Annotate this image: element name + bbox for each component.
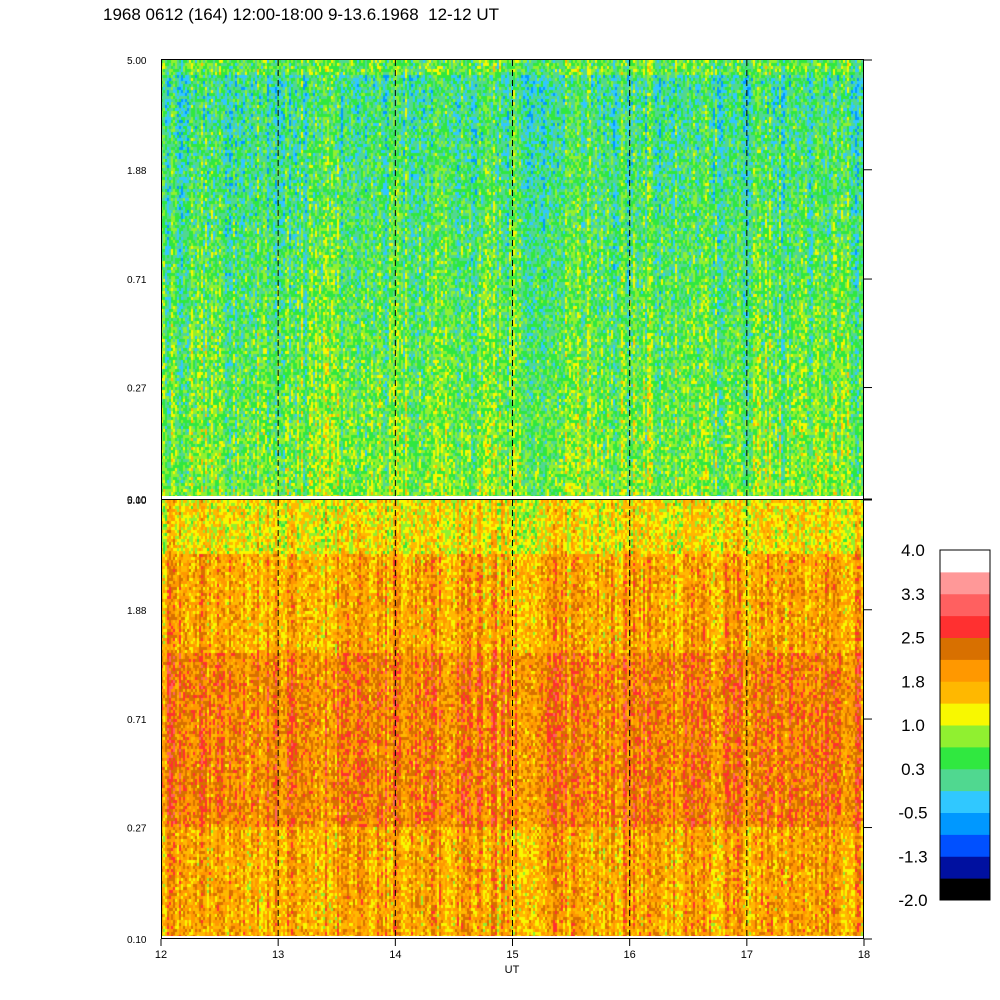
x-tick-label: 12 — [155, 949, 167, 961]
colorbar-label: -1.3 — [898, 847, 927, 866]
y-tick-label: 1.88 — [127, 166, 147, 177]
x-tick-label: 18 — [858, 949, 870, 961]
y-tick-label: 5.00 — [127, 496, 147, 507]
colorbar-segment — [940, 593, 990, 617]
colorbar-segment — [940, 659, 990, 682]
y-tick-label: 0.71 — [127, 275, 147, 286]
colorbar-label: 3.3 — [901, 585, 925, 604]
x-tick-label: 15 — [506, 949, 518, 961]
colorbar-segment — [940, 725, 990, 748]
colorbar-segment — [940, 768, 990, 792]
colorbar-segment — [940, 790, 990, 813]
colorbar-segment — [940, 637, 990, 660]
upper-spectrogram-image — [161, 60, 864, 496]
colorbar-label: 1.0 — [901, 716, 925, 735]
colorbar-segment — [940, 703, 990, 726]
colorbar-label: 1.8 — [901, 672, 925, 691]
colorbar-segment — [940, 812, 990, 835]
y-tick-label: 0.27 — [127, 384, 147, 395]
lower-spectrogram-image — [161, 500, 864, 936]
y-tick-label: 5.00 — [127, 56, 147, 67]
colorbar-label: -0.5 — [898, 804, 927, 823]
colorbar-frame — [939, 549, 991, 901]
x-tick-label: 17 — [741, 949, 753, 961]
colorbar: 4.0 3.3 2.5 1.8 1.0 0.3 -0.5 -1.3 -2.0 — [898, 541, 991, 910]
colorbar-label: 0.3 — [901, 760, 925, 779]
y-tick-label: 1.88 — [127, 606, 147, 617]
x-tick-label: 14 — [389, 949, 401, 961]
upper-spectrogram-panel — [161, 60, 864, 496]
y-tick-label: 0.10 — [127, 935, 147, 946]
lower-spectrogram-panel — [161, 500, 864, 936]
colorbar-segment — [940, 834, 990, 857]
colorbar-segment — [940, 746, 990, 770]
colorbar-label: -2.0 — [898, 891, 927, 910]
y-tick-label: 0.71 — [127, 715, 147, 726]
colorbar-segment — [940, 550, 990, 573]
colorbar-label: 4.0 — [901, 541, 925, 560]
y-tick-label: 0.10 — [127, 495, 147, 506]
y-tick-label: 0.27 — [127, 824, 147, 835]
chart-title: 1968 0612 (164) 12:00-18:00 9-13.6.1968 … — [103, 5, 500, 24]
colorbar-segment — [940, 856, 990, 879]
colorbar-segment — [940, 615, 990, 638]
x-tick-label: 16 — [624, 949, 636, 961]
colorbar-segment — [940, 878, 990, 901]
colorbar-label: 2.5 — [901, 629, 925, 648]
colorbar-segment — [940, 571, 990, 595]
colorbar-segment — [940, 681, 990, 704]
x-tick-label: 13 — [272, 949, 284, 961]
x-axis-ticks: 12 13 14 15 16 17 18 — [155, 939, 870, 961]
x-axis-label: UT — [505, 964, 520, 976]
